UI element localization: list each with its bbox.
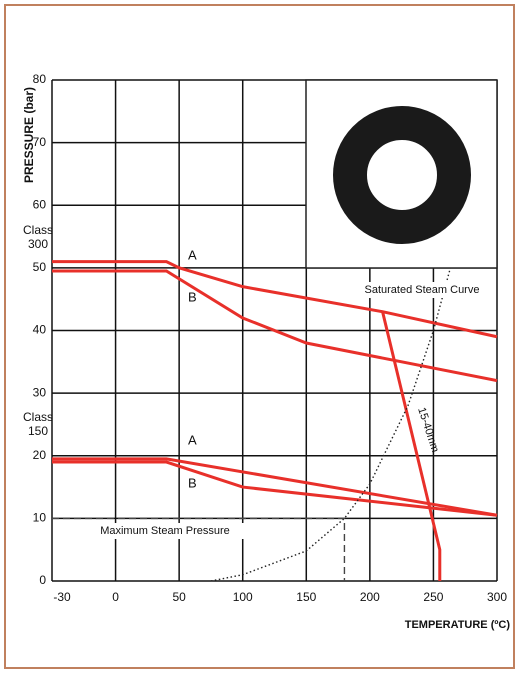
x-tick-label: 0 — [112, 590, 119, 604]
class-label: 300 — [28, 237, 48, 251]
class-label: Class — [23, 223, 53, 237]
y-tick-label: 10 — [33, 511, 47, 525]
series-label: A — [188, 247, 197, 262]
x-tick-label: 200 — [360, 590, 380, 604]
class-label: Class — [23, 410, 53, 424]
y-tick-label: 20 — [33, 448, 47, 462]
y-tick-label: 0 — [39, 573, 46, 587]
series-label: B — [188, 289, 197, 304]
y-tick-label: 50 — [33, 260, 47, 274]
y-tick-label: 30 — [33, 385, 47, 399]
series-line — [52, 260, 498, 339]
series-line — [52, 457, 498, 517]
y-tick-label: 70 — [33, 135, 47, 149]
x-tick-label: -30 — [53, 590, 71, 604]
x-tick-label: 50 — [172, 590, 186, 604]
series-label: Saturated Steam Curve — [365, 284, 480, 296]
gasket-ring — [333, 106, 471, 244]
x-axis-title: TEMPERATURE (ºC) — [405, 619, 511, 631]
x-tick-label: 100 — [233, 590, 253, 604]
series-label: Maximum Steam Pressure — [100, 525, 230, 537]
y-tick-label: 80 — [33, 72, 47, 86]
series-line — [52, 517, 346, 581]
y-axis-title: PRESSURE (bar) — [22, 87, 36, 183]
series-label: B — [188, 475, 197, 490]
series-label: A — [188, 432, 197, 447]
class-label: 150 — [28, 424, 48, 438]
y-tick-label: 60 — [33, 197, 47, 211]
y-tick-label: 40 — [33, 323, 47, 337]
series-line — [52, 460, 498, 517]
label-box — [84, 523, 248, 539]
x-tick-label: 250 — [423, 590, 443, 604]
series-line — [52, 269, 498, 383]
label-box — [348, 282, 494, 298]
x-tick-label: 300 — [487, 590, 507, 604]
x-tick-label: 150 — [296, 590, 316, 604]
series-line — [381, 311, 442, 581]
